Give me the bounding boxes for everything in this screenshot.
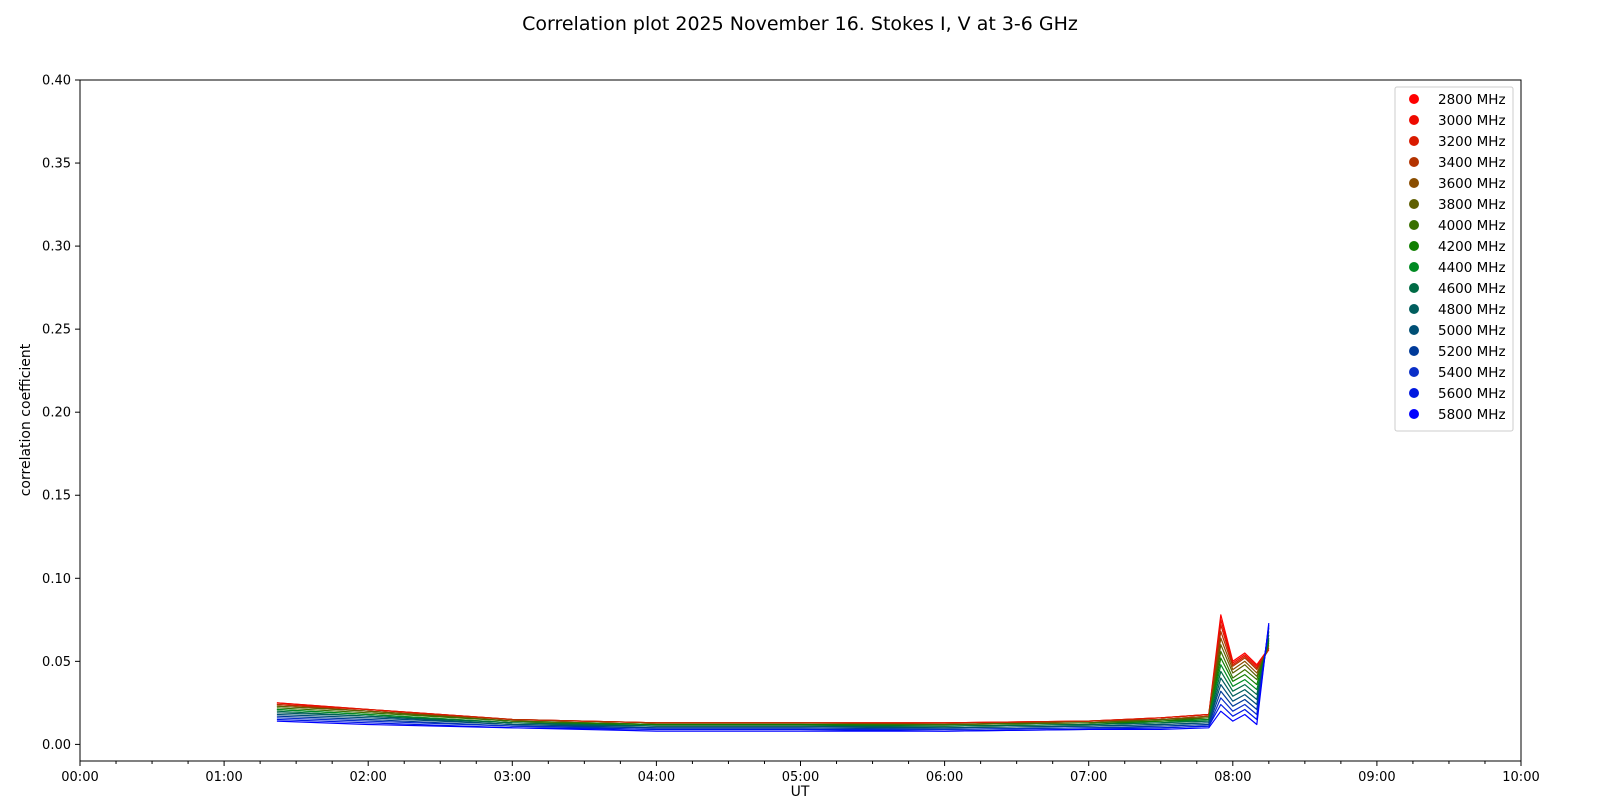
series-line-3800-mhz bbox=[276, 644, 1270, 726]
legend-marker bbox=[1409, 199, 1419, 209]
x-tick-label: 07:00 bbox=[1070, 770, 1107, 785]
legend-item-label: 5400 MHz bbox=[1438, 365, 1506, 381]
series-line-5000-mhz bbox=[276, 631, 1270, 729]
series-line-2800-mhz bbox=[276, 614, 1270, 724]
legend-marker bbox=[1409, 346, 1419, 356]
legend-item-label: 3000 MHz bbox=[1438, 113, 1506, 129]
legend-item-label: 2800 MHz bbox=[1438, 92, 1506, 108]
legend-marker bbox=[1409, 178, 1419, 188]
series-line-3000-mhz bbox=[276, 619, 1270, 724]
ticks-layer: 00:00 01:00 02:00 03:00 04:00 05:00 06:00 07:00… bbox=[42, 74, 1540, 786]
plot-area-frame bbox=[79, 79, 1522, 762]
x-tick-label: 04:00 bbox=[638, 770, 675, 785]
x-tick-label: 08:00 bbox=[1214, 770, 1251, 785]
chart-title: Correlation plot 2025 November 16. Stoke… bbox=[522, 13, 1078, 35]
series-line-4600-mhz bbox=[276, 637, 1270, 727]
legend-item-label: 3600 MHz bbox=[1438, 176, 1506, 192]
legend-marker bbox=[1409, 94, 1419, 104]
series-line-4000-mhz bbox=[276, 642, 1270, 726]
x-tick-label: 05:00 bbox=[782, 770, 819, 785]
legend-frame bbox=[1394, 86, 1514, 432]
legend-marker bbox=[1409, 304, 1419, 314]
series-layer bbox=[276, 614, 1270, 732]
legend-marker bbox=[1409, 262, 1419, 272]
legend-marker bbox=[1409, 388, 1419, 398]
series-line-3400-mhz bbox=[276, 630, 1270, 726]
y-tick-label: 0.10 bbox=[42, 572, 71, 587]
legend-item-label: 3200 MHz bbox=[1438, 134, 1506, 150]
x-tick-label: 06:00 bbox=[926, 770, 963, 785]
y-tick-label: 0.00 bbox=[42, 738, 71, 753]
legend-marker bbox=[1409, 157, 1419, 167]
legend-marker bbox=[1409, 241, 1419, 251]
y-tick-label: 0.35 bbox=[42, 157, 71, 172]
legend-marker bbox=[1409, 136, 1419, 146]
legend-marker bbox=[1409, 409, 1419, 419]
x-tick-label: 00:00 bbox=[61, 770, 98, 785]
legend-item-label: 5800 MHz bbox=[1438, 407, 1506, 423]
legend-marker bbox=[1409, 220, 1419, 230]
y-tick-label: 0.40 bbox=[42, 74, 71, 89]
series-line-5800-mhz bbox=[276, 623, 1270, 732]
legend-item-label: 3400 MHz bbox=[1438, 155, 1506, 171]
x-tick-label: 10:00 bbox=[1502, 770, 1539, 785]
legend-marker bbox=[1409, 325, 1419, 335]
series-line-3600-mhz bbox=[276, 637, 1270, 726]
legend-item-label: 5200 MHz bbox=[1438, 344, 1506, 360]
series-line-5400-mhz bbox=[276, 626, 1270, 731]
legend: 2800 MHz 3000 MHz 3200 MHz 3400 MHz 3600 MHz… bbox=[1394, 86, 1514, 432]
x-tick-label: 01:00 bbox=[205, 770, 242, 785]
legend-item-label: 4200 MHz bbox=[1438, 239, 1506, 255]
legend-marker bbox=[1409, 115, 1419, 125]
x-tick-label: 03:00 bbox=[494, 770, 531, 785]
legend-marker bbox=[1409, 367, 1419, 377]
series-line-3200-mhz bbox=[276, 624, 1270, 724]
legend-marker bbox=[1409, 283, 1419, 293]
y-axis-label: correlation coefficient bbox=[18, 343, 34, 496]
legend-item-label: 3800 MHz bbox=[1438, 197, 1506, 213]
y-tick-label: 0.15 bbox=[42, 489, 71, 504]
legend-item-label: 4600 MHz bbox=[1438, 281, 1506, 297]
legend-item-label: 5600 MHz bbox=[1438, 386, 1506, 402]
y-tick-label: 0.25 bbox=[42, 323, 71, 338]
x-axis-label: UT bbox=[791, 784, 810, 800]
legend-item-label: 4000 MHz bbox=[1438, 218, 1506, 234]
x-tick-label: 02:00 bbox=[349, 770, 386, 785]
y-tick-label: 0.20 bbox=[42, 406, 71, 421]
x-tick-label: 09:00 bbox=[1358, 770, 1395, 785]
legend-item-label: 5000 MHz bbox=[1438, 323, 1506, 339]
legend-item-label: 4800 MHz bbox=[1438, 302, 1506, 318]
y-tick-label: 0.05 bbox=[42, 655, 71, 670]
y-tick-label: 0.30 bbox=[42, 240, 71, 255]
legend-item-label: 4400 MHz bbox=[1438, 260, 1506, 276]
